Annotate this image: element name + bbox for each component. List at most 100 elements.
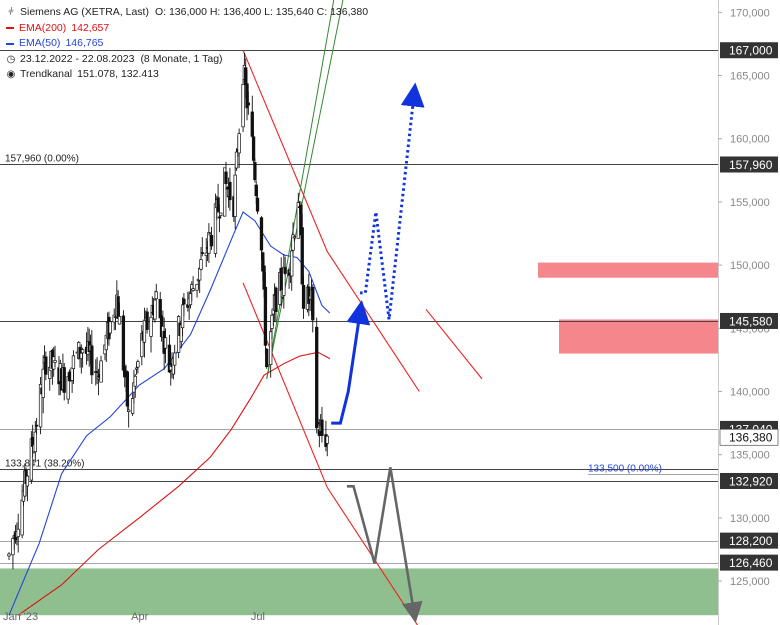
- candle-body-166: [315, 326, 319, 429]
- level-lines-layer: 157,960 (0.00%) 133,841 (38.20%) 133,500 (…: [0, 50, 718, 564]
- level-badge-label-2: 145,580: [729, 314, 773, 328]
- candle-body-95: [182, 298, 186, 305]
- candle-body-110: [209, 235, 214, 247]
- candle-body-133: [253, 162, 257, 181]
- y-tick-label-3: 140,000: [730, 386, 770, 398]
- y-tick-label-2: 135,000: [730, 450, 770, 462]
- zones-layer: [0, 262, 718, 616]
- candle-body-159: [300, 227, 304, 285]
- clock-icon: ◷: [6, 53, 16, 65]
- candle-body-61: [121, 315, 126, 371]
- candle-body-153: [290, 250, 294, 277]
- ema50-swatch: [6, 42, 14, 45]
- candle-body-141: [269, 331, 273, 366]
- candle-body-145: [274, 287, 278, 313]
- legend-instrument-row: ⫩ Siemens AG (XETRA, Last) O: 136,000 H:…: [6, 5, 368, 21]
- candle-body-50: [99, 360, 103, 383]
- candle-body-86: [167, 344, 172, 373]
- forecast-blue-path: [331, 299, 371, 425]
- level-badge-7: [720, 554, 778, 571]
- y-tick-label-9: 170,000: [730, 7, 770, 19]
- candle-body-105: [200, 252, 204, 254]
- candle-body-0: [7, 553, 11, 557]
- legend-ema50: EMA(50): [19, 37, 61, 49]
- candle-body-76: [149, 316, 153, 337]
- legend-period-detail: (8 Monate, 1 Tag): [140, 52, 223, 65]
- candle-body-160: [301, 284, 306, 309]
- candles-layer: [7, 52, 329, 570]
- candle-body-73: [142, 319, 147, 343]
- candle-body-100: [191, 288, 195, 291]
- level-badge-4: [719, 428, 779, 446]
- candle-body-65: [127, 409, 131, 412]
- trend-channel-lower-start: [425, 308, 483, 380]
- candle-body-150: [283, 267, 287, 274]
- level-badge-label-1: 157,960: [729, 158, 773, 172]
- candlestick-icon: ⫩: [8, 7, 14, 18]
- zone-resistance-lower: [559, 319, 718, 354]
- legend-ema200-value: 142,657: [71, 21, 110, 34]
- candle-body-120: [228, 181, 232, 201]
- legend-period-row: ◷ 23.12.2022 - 22.08.2023 (8 Monate, 1 T…: [6, 52, 368, 68]
- channel-icon: ◉: [6, 69, 16, 80]
- candle-body-113: [216, 197, 220, 212]
- candle-body-123: [234, 151, 239, 169]
- candle-body-139: [263, 286, 268, 346]
- chart-legend: ⫩ Siemens AG (XETRA, Last) O: 136,000 H:…: [6, 5, 368, 83]
- candle-body-79: [153, 299, 157, 320]
- candle-body-172: [325, 435, 329, 444]
- candle-body-18: [41, 368, 45, 398]
- legend-ema200-row: EMA(200) 142,657: [6, 21, 368, 37]
- y-tick-label-0: 125,000: [730, 576, 770, 588]
- candle-body-165: [311, 286, 315, 321]
- level-badge-5: [720, 472, 778, 489]
- candle-body-132: [251, 136, 256, 161]
- time-axis: Jan '23 Apr Jul: [3, 611, 265, 623]
- candle-body-60: [117, 316, 122, 325]
- candle-body-126: [241, 83, 245, 128]
- ema200-swatch: [6, 27, 14, 30]
- candle-body-66: [130, 398, 135, 414]
- candle-body-154: [291, 234, 295, 251]
- level-badge-1: [720, 156, 778, 173]
- candle-body-15: [34, 424, 39, 427]
- candle-body-116: [223, 167, 227, 217]
- ema50-line: [8, 211, 331, 616]
- candle-body-115: [219, 212, 223, 216]
- x-tick-label-1: Apr: [131, 611, 148, 623]
- forecast-layer: [331, 82, 425, 623]
- legend-ema200: EMA(200): [19, 21, 67, 34]
- candle-body-25: [53, 360, 57, 363]
- level-badge-0: [720, 42, 778, 59]
- candle-body-68: [133, 375, 137, 387]
- legend-channel-row: ◉ Trendkanal 151.078, 132.413: [6, 67, 368, 83]
- y-tick-label-5: 150,000: [730, 260, 770, 272]
- price-axis: 125,000130,000135,000140,000145,000150,0…: [718, 0, 779, 625]
- x-tick-label-2: Jul: [251, 611, 265, 623]
- y-tick-label-8: 165,000: [730, 71, 770, 83]
- candle-body-135: [255, 197, 260, 212]
- candle-body-149: [282, 266, 286, 296]
- level-text-1: 157,960 (0.00%): [5, 154, 79, 165]
- trend-channel-upper: [242, 50, 420, 392]
- ema200-line: [17, 351, 331, 616]
- candle-body-94: [180, 304, 185, 329]
- legend-period: 23.12.2022 - 22.08.2023: [20, 52, 135, 65]
- candle-body-64: [125, 371, 130, 407]
- y-tick-label-6: 155,000: [730, 197, 770, 209]
- y-tick-label-7: 160,000: [730, 134, 770, 146]
- legend-instrument: Siemens AG (XETRA, Last): [20, 6, 149, 18]
- legend-channel-values: 151.078, 132.413: [77, 68, 159, 80]
- candle-body-140: [265, 348, 269, 368]
- legend-ohlc: O: 136,000 H: 136,400 L: 135,640 C: 136,…: [154, 6, 369, 18]
- candle-body-117: [224, 171, 228, 185]
- candle-body-30: [62, 367, 66, 393]
- level-badge-2: [720, 312, 778, 329]
- level-badge-label-4: 136,380: [729, 431, 773, 445]
- candle-body-85: [163, 337, 168, 349]
- legend-ema50-value: 146,765: [65, 37, 104, 49]
- uptrend-line-1: [266, 0, 344, 379]
- x-tick-label-0: Jan '23: [3, 611, 38, 623]
- level-badge-label-7: 126,460: [729, 556, 773, 570]
